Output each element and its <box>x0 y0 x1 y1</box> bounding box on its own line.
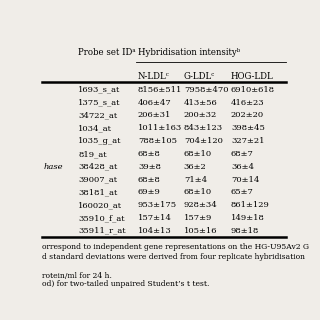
Text: 928±34: 928±34 <box>184 201 218 209</box>
Text: 65±7: 65±7 <box>231 188 254 196</box>
Text: 406±47: 406±47 <box>138 99 172 107</box>
Text: 69±9: 69±9 <box>138 188 161 196</box>
Text: 788±105: 788±105 <box>138 137 177 145</box>
Text: 1011±163: 1011±163 <box>138 124 182 132</box>
Text: 38428_at: 38428_at <box>78 163 118 171</box>
Text: 34722_at: 34722_at <box>78 111 118 119</box>
Text: Probe set IDᵃ: Probe set IDᵃ <box>78 48 136 57</box>
Text: 70±14: 70±14 <box>231 176 259 184</box>
Text: 157±14: 157±14 <box>138 214 172 222</box>
Text: 819_at: 819_at <box>78 150 107 158</box>
Text: 39007_at: 39007_at <box>78 176 117 184</box>
Text: 704±120: 704±120 <box>184 137 223 145</box>
Text: 1375_s_at: 1375_s_at <box>78 99 121 107</box>
Text: 843±123: 843±123 <box>184 124 223 132</box>
Text: 327±21: 327±21 <box>231 137 264 145</box>
Text: 38181_at: 38181_at <box>78 188 118 196</box>
Text: 413±56: 413±56 <box>184 99 218 107</box>
Text: 1035_g_at: 1035_g_at <box>78 137 122 145</box>
Text: 68±8: 68±8 <box>138 176 161 184</box>
Text: 7958±470: 7958±470 <box>184 86 228 94</box>
Text: 861±129: 861±129 <box>231 201 270 209</box>
Text: N-LDLᶜ: N-LDLᶜ <box>138 72 170 81</box>
Text: 1693_s_at: 1693_s_at <box>78 86 121 94</box>
Text: 160020_at: 160020_at <box>78 201 123 209</box>
Text: orrespond to independent gene representations on the HG-U95Av2 G: orrespond to independent gene representa… <box>43 243 309 251</box>
Text: 953±175: 953±175 <box>138 201 177 209</box>
Text: HOG-LDL: HOG-LDL <box>231 72 274 81</box>
Text: 202±20: 202±20 <box>231 111 264 119</box>
Text: od) for two-tailed unpaired Student’s t test.: od) for two-tailed unpaired Student’s t … <box>43 280 210 288</box>
Text: 200±32: 200±32 <box>184 111 217 119</box>
Text: 105±16: 105±16 <box>184 227 217 235</box>
Text: rotein/ml for 24 h.: rotein/ml for 24 h. <box>43 272 112 280</box>
Text: 149±18: 149±18 <box>231 214 265 222</box>
Text: 6910±618: 6910±618 <box>231 86 275 94</box>
Text: 206±31: 206±31 <box>138 111 171 119</box>
Text: 8156±511: 8156±511 <box>138 86 182 94</box>
Text: 68±8: 68±8 <box>138 150 161 158</box>
Text: d standard deviations were derived from four replicate hybridisation: d standard deviations were derived from … <box>43 253 306 261</box>
Text: 157±9: 157±9 <box>184 214 212 222</box>
Text: 1034_at: 1034_at <box>78 124 112 132</box>
Text: 68±7: 68±7 <box>231 150 254 158</box>
Text: 39±8: 39±8 <box>138 163 161 171</box>
Text: 71±4: 71±4 <box>184 176 207 184</box>
Text: 35911_r_at: 35911_r_at <box>78 227 126 235</box>
Text: hase: hase <box>44 163 63 171</box>
Text: 68±10: 68±10 <box>184 150 212 158</box>
Text: G-LDLᶜ: G-LDLᶜ <box>184 72 215 81</box>
Text: 98±18: 98±18 <box>231 227 259 235</box>
Text: 104±13: 104±13 <box>138 227 172 235</box>
Text: 35910_f_at: 35910_f_at <box>78 214 125 222</box>
Text: 68±10: 68±10 <box>184 188 212 196</box>
Text: 416±23: 416±23 <box>231 99 265 107</box>
Text: 398±45: 398±45 <box>231 124 265 132</box>
Text: 36±4: 36±4 <box>231 163 254 171</box>
Text: Hybridisation intensityᵇ: Hybridisation intensityᵇ <box>138 48 240 57</box>
Text: 36±2: 36±2 <box>184 163 207 171</box>
